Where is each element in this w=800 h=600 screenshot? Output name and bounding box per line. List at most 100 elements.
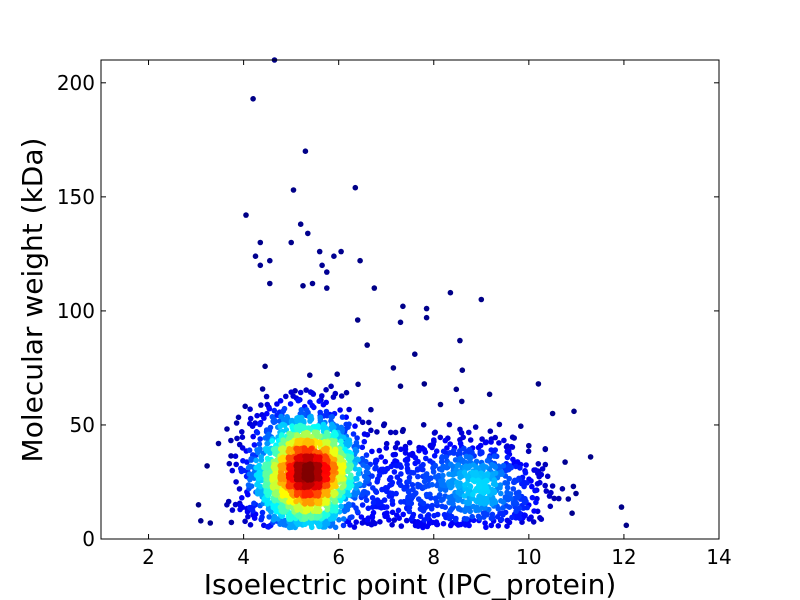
- data-point: [496, 421, 503, 428]
- data-point: [403, 517, 410, 524]
- data-point: [490, 462, 497, 469]
- data-point: [289, 423, 295, 429]
- data-point: [450, 501, 456, 507]
- data-point: [340, 489, 346, 495]
- data-point: [262, 464, 269, 470]
- data-point: [340, 516, 347, 522]
- data-point: [544, 473, 551, 480]
- data-point: [352, 423, 358, 429]
- data-point: [362, 489, 368, 495]
- data-point: [465, 473, 471, 480]
- data-point: [286, 457, 293, 464]
- data-point: [377, 519, 383, 525]
- data-point: [489, 511, 496, 518]
- data-point: [254, 429, 261, 436]
- data-point: [483, 498, 489, 504]
- data-point: [271, 407, 278, 414]
- data-point: [324, 269, 330, 275]
- data-point: [507, 491, 514, 497]
- data-point: [370, 499, 377, 506]
- data-point: [355, 381, 361, 388]
- data-point: [256, 441, 263, 447]
- data-point: [339, 426, 346, 433]
- data-point: [398, 471, 404, 477]
- data-point: [319, 393, 325, 399]
- data-point: [369, 504, 376, 511]
- data-point: [270, 482, 277, 488]
- data-point: [236, 486, 243, 492]
- data-point: [322, 511, 329, 517]
- data-point: [329, 456, 336, 463]
- data-point: [300, 283, 306, 289]
- data-point: [346, 437, 353, 444]
- data-point: [297, 221, 304, 227]
- data-point: [573, 490, 579, 497]
- data-point: [406, 488, 412, 494]
- data-point: [432, 474, 439, 480]
- data-point: [254, 472, 261, 478]
- data-point: [416, 447, 422, 454]
- data-point: [306, 519, 313, 526]
- data-point: [365, 505, 372, 512]
- data-point: [394, 440, 401, 447]
- data-point: [475, 444, 482, 451]
- data-point: [440, 472, 446, 479]
- data-point: [447, 441, 454, 447]
- data-point: [473, 498, 480, 505]
- data-point: [423, 305, 430, 312]
- data-point: [343, 389, 350, 396]
- data-point: [286, 465, 292, 472]
- data-point: [504, 523, 510, 529]
- data-point: [548, 489, 554, 496]
- data-point: [307, 399, 313, 406]
- data-point: [492, 447, 499, 453]
- data-point: [323, 408, 330, 415]
- data-point: [504, 454, 511, 461]
- data-point: [400, 303, 406, 310]
- data-point: [439, 455, 445, 461]
- data-point: [303, 387, 310, 393]
- data-point: [295, 397, 302, 404]
- data-point: [195, 502, 202, 508]
- data-point: [406, 439, 413, 446]
- data-point: [376, 472, 383, 479]
- data-point: [363, 452, 370, 458]
- data-point: [395, 507, 402, 514]
- data-point: [535, 461, 542, 467]
- data-point: [249, 423, 256, 430]
- data-point: [347, 522, 353, 528]
- data-point: [501, 437, 507, 444]
- data-point: [498, 490, 504, 497]
- data-point: [257, 262, 264, 269]
- data-point: [371, 285, 378, 291]
- data-point: [495, 523, 502, 529]
- data-point: [257, 436, 264, 442]
- data-point: [254, 488, 261, 495]
- data-point: [404, 461, 410, 468]
- data-point: [457, 337, 463, 344]
- data-point: [387, 429, 394, 436]
- data-point: [284, 492, 290, 499]
- data-point: [365, 469, 371, 476]
- data-point: [302, 515, 308, 521]
- data-point: [400, 426, 407, 433]
- data-point: [497, 510, 503, 517]
- data-point: [478, 296, 485, 303]
- data-point: [272, 418, 279, 425]
- data-point: [359, 444, 366, 451]
- data-point: [240, 467, 247, 474]
- data-point: [262, 363, 268, 370]
- data-point: [489, 495, 496, 502]
- data-point: [360, 462, 366, 468]
- data-point: [228, 453, 234, 459]
- data-point: [258, 516, 265, 523]
- data-point: [369, 514, 376, 521]
- data-point: [314, 425, 321, 431]
- data-point: [341, 476, 347, 482]
- data-point: [430, 441, 437, 448]
- data-point: [543, 488, 550, 494]
- data-point: [272, 489, 279, 496]
- data-point: [409, 482, 416, 488]
- data-point: [229, 467, 236, 474]
- data-point: [376, 447, 383, 454]
